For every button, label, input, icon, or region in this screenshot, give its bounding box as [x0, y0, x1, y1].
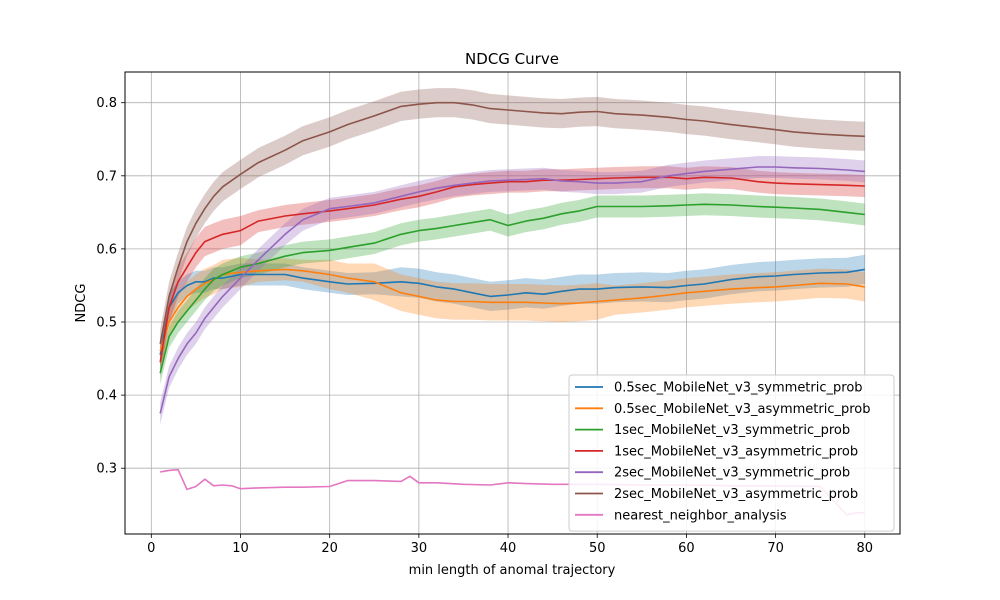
x-tick-label: 20 [321, 541, 338, 556]
y-axis-label: NDCG [74, 284, 89, 323]
band-1sec-mobilenet-v3-symmetric-prob [160, 193, 865, 385]
y-tick-label: 0.7 [96, 169, 117, 184]
line-1sec-mobilenet-v3-symmetric-prob [159, 203, 865, 374]
y-tick-label: 0.5 [96, 316, 117, 331]
axis-ticks: 0 10 20 30 40 50 60 70 80 0.3 0.4 0.5 0.6 0.7 0.8 [96, 96, 873, 556]
x-tick-label: 0 [147, 541, 155, 556]
legend-label: 2sec_MobileNet_v3_symmetric_prob [614, 466, 850, 481]
legend-label: 1sec_MobileNet_v3_symmetric_prob [614, 423, 850, 438]
series-lines [159, 101, 865, 516]
y-tick-label: 0.6 [96, 242, 117, 257]
legend-label: 2sec_MobileNet_v3_asymmetric_prob [614, 487, 858, 502]
x-tick-label: 50 [589, 541, 606, 556]
legend-label: nearest_neighbor_analysis [614, 508, 787, 523]
line-1sec-mobilenet-v3-asymmetric-prob [159, 176, 865, 363]
line-2sec-mobilenet-v3-symmetric-prob [159, 166, 865, 414]
x-tick-label: 10 [232, 541, 249, 556]
band-1sec-mobilenet-v3-asymmetric-prob [160, 166, 865, 377]
band-0-5sec-mobilenet-v3-symmetric-prob [160, 254, 865, 370]
legend-label: 0.5sec_MobileNet_v3_asymmetric_prob [614, 402, 871, 417]
y-tick-label: 0.3 [96, 462, 117, 477]
line-2sec-mobilenet-v3-asymmetric-prob [159, 101, 865, 345]
legend-label: 1sec_MobileNet_v3_asymmetric_prob [614, 444, 858, 459]
x-tick-label: 60 [678, 541, 695, 556]
x-tick-label: 70 [767, 541, 784, 556]
chart-title: NDCG Curve [465, 50, 559, 68]
x-tick-label: 40 [500, 541, 517, 556]
x-tick-label: 30 [411, 541, 428, 556]
legend-box [568, 374, 895, 532]
y-tick-label: 0.4 [96, 389, 117, 404]
legend: 0.5sec_MobileNet_v3_symmetric_prob 0.5sec… [568, 374, 895, 532]
legend-label: 0.5sec_MobileNet_v3_symmetric_prob [614, 381, 863, 396]
plot-frame [124, 71, 901, 535]
x-tick-label: 80 [856, 541, 873, 556]
y-tick-label: 0.8 [96, 96, 117, 111]
x-axis-label: min length of anomal trajectory [409, 563, 616, 578]
